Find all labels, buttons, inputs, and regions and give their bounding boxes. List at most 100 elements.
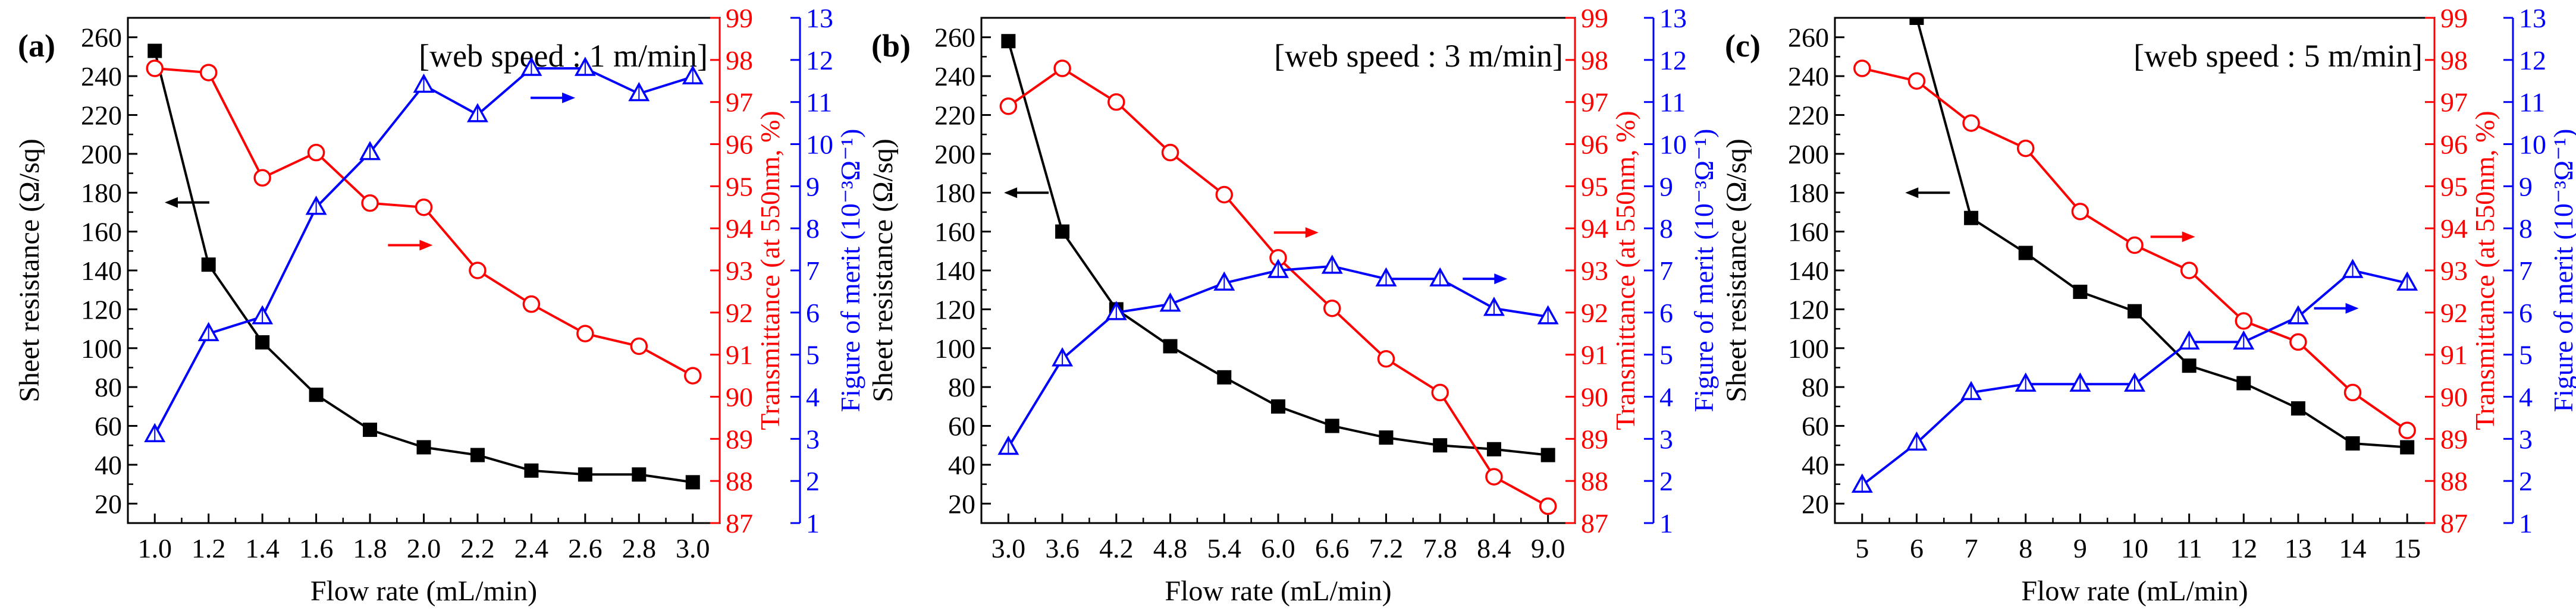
arrow-head xyxy=(2345,303,2359,314)
figure-of-merit-point xyxy=(1213,271,1235,291)
sheet-resistance-point xyxy=(1855,1,1869,15)
x-tick-label: 11 xyxy=(2176,533,2202,563)
x-tick-label: 6.6 xyxy=(1315,533,1350,563)
y-right2-tick-label: 8 xyxy=(2519,213,2533,244)
y-right2-tick-label: 2 xyxy=(1659,466,1673,496)
axis-indicator-arrow xyxy=(388,240,433,251)
y-right1-tick-label: 94 xyxy=(2440,213,2468,244)
y-right2-tick-label: 4 xyxy=(2519,382,2533,413)
web-speed-annotation: [web speed : 5 m/min] xyxy=(2133,38,2423,74)
y-right1-tick-label: 96 xyxy=(1581,130,1608,160)
y-right1-tick-label: 90 xyxy=(726,382,753,413)
axis-indicator-arrow xyxy=(1004,187,1049,199)
y-right2-tick-label: 12 xyxy=(1659,45,1687,75)
y-left-tick-label: 160 xyxy=(934,217,975,247)
y-right2-tick-label: 7 xyxy=(2519,256,2533,286)
y-right1-tick-label: 97 xyxy=(1581,87,1608,118)
y-left-tick-label: 140 xyxy=(81,256,122,286)
y-right2-tick-label: 6 xyxy=(806,298,820,328)
x-tick-label: 8.4 xyxy=(1477,533,1511,563)
y-right2-tick-label: 10 xyxy=(806,130,833,160)
x-tick-label: 1.2 xyxy=(192,533,226,563)
sheet-resistance-point xyxy=(416,440,431,455)
y-right1-tick-label: 96 xyxy=(2440,130,2468,160)
y-right1-axis-label: Transmittance (at 550nm, %) xyxy=(755,111,785,430)
x-tick-label: 6.0 xyxy=(1261,533,1295,563)
panel-b: 3.0 3.6 4.2 4.8 5.4 6.0 6.6 7.2 7.8 8.4 9.0 Flow ra… xyxy=(867,3,1719,607)
transmittance-point xyxy=(1107,93,1125,111)
y-left-tick-label: 260 xyxy=(1788,23,1829,53)
panel-label: (a) xyxy=(18,28,55,64)
figure-of-merit-point xyxy=(466,103,488,122)
figure-of-merit-point xyxy=(1960,380,1982,401)
figure-of-merit-point xyxy=(2396,271,2418,291)
figure-of-merit-point xyxy=(574,56,596,76)
x-tick-label: 14 xyxy=(2339,533,2367,563)
y-right1-tick-label: 90 xyxy=(2440,382,2468,413)
arrow-head xyxy=(1494,273,1508,285)
x-tick-label: 1.6 xyxy=(299,533,334,563)
y-left-tick-label: 160 xyxy=(1788,217,1829,247)
y-left-tick-label: 20 xyxy=(1802,489,1829,519)
y-right1-tick-label: 98 xyxy=(726,45,753,75)
figure-of-merit-point xyxy=(2342,259,2364,278)
sheet-resistance-point xyxy=(2236,376,2251,391)
y-right2-tick-label: 3 xyxy=(1659,424,1673,454)
figure-of-merit-point xyxy=(1321,254,1343,274)
y-right2-axis-label: Figure of merit (10⁻³Ω⁻¹) xyxy=(2548,129,2576,413)
y-right1-tick-label: 87 xyxy=(2440,508,2468,539)
axis-indicator-arrow xyxy=(165,197,209,208)
sheet-resistance-point xyxy=(1964,210,1979,225)
figure-of-merit-point xyxy=(1483,297,1505,316)
sheet-resistance-line xyxy=(153,51,694,484)
y-left-tick-label: 60 xyxy=(95,411,122,442)
plot-area xyxy=(1851,1,2418,493)
y-right1-axis-label: Transmittance (at 550nm, %) xyxy=(2470,111,2500,430)
y-right2-tick-label: 1 xyxy=(1659,508,1673,539)
transmittance-point xyxy=(307,143,325,162)
y-left-tick-label: 80 xyxy=(1802,372,1829,402)
y-right1-tick-label: 94 xyxy=(1581,213,1608,244)
arrow-head xyxy=(1305,227,1319,238)
y-right2-tick-label: 9 xyxy=(806,171,820,201)
figure-of-merit-point xyxy=(305,196,327,215)
y-right2-tick-label: 8 xyxy=(1659,213,1673,244)
y-right2-tick-label: 13 xyxy=(1659,3,1687,33)
y-left-tick-label: 220 xyxy=(1788,100,1829,130)
transmittance-point xyxy=(2235,312,2253,330)
figure-of-merit-point xyxy=(628,81,650,102)
transmittance-point xyxy=(2016,139,2035,158)
y-right2-tick-label: 13 xyxy=(2519,3,2546,33)
y-right1-tick-label: 99 xyxy=(2440,3,2468,33)
figure-of-merit-point xyxy=(144,423,166,442)
plot-area xyxy=(144,43,704,490)
y-left-tick-label: 80 xyxy=(95,372,122,402)
transmittance-line xyxy=(1008,67,1549,508)
sheet-resistance-point xyxy=(1379,430,1394,445)
y-left-tick-label: 240 xyxy=(934,61,975,92)
x-axis-label: Flow rate (mL/min) xyxy=(1165,575,1391,607)
y-right1-tick-label: 95 xyxy=(1581,171,1608,201)
y-right2-tick-label: 5 xyxy=(806,340,820,370)
y-right2-tick-label: 6 xyxy=(1659,298,1673,328)
axis-indicator-arrow xyxy=(531,92,576,103)
arrow-head xyxy=(419,240,433,251)
y-right2-tick-label: 5 xyxy=(1659,340,1673,370)
y-right2-axis-label: Figure of merit (10⁻³Ω⁻¹) xyxy=(1689,129,1719,413)
y-right1-tick-label: 87 xyxy=(726,508,753,539)
transmittance-line xyxy=(155,67,694,377)
sheet-resistance-point xyxy=(524,463,539,478)
y-right2-tick-label: 13 xyxy=(806,3,833,33)
sheet-resistance-point xyxy=(148,43,162,58)
y-right1-tick-label: 92 xyxy=(726,298,753,328)
y-right2-tick-label: 3 xyxy=(2519,424,2533,454)
x-tick-label: 13 xyxy=(2285,533,2312,563)
figure-of-merit-point xyxy=(1267,259,1289,278)
y-left-tick-label: 60 xyxy=(1802,411,1829,442)
figure-of-merit-point xyxy=(1537,305,1559,325)
y-right1-tick-label: 96 xyxy=(726,130,753,160)
y-left-tick-label: 140 xyxy=(1788,256,1829,286)
y-right1-tick-label: 91 xyxy=(1581,340,1608,370)
y-right1-tick-label: 99 xyxy=(726,3,753,33)
